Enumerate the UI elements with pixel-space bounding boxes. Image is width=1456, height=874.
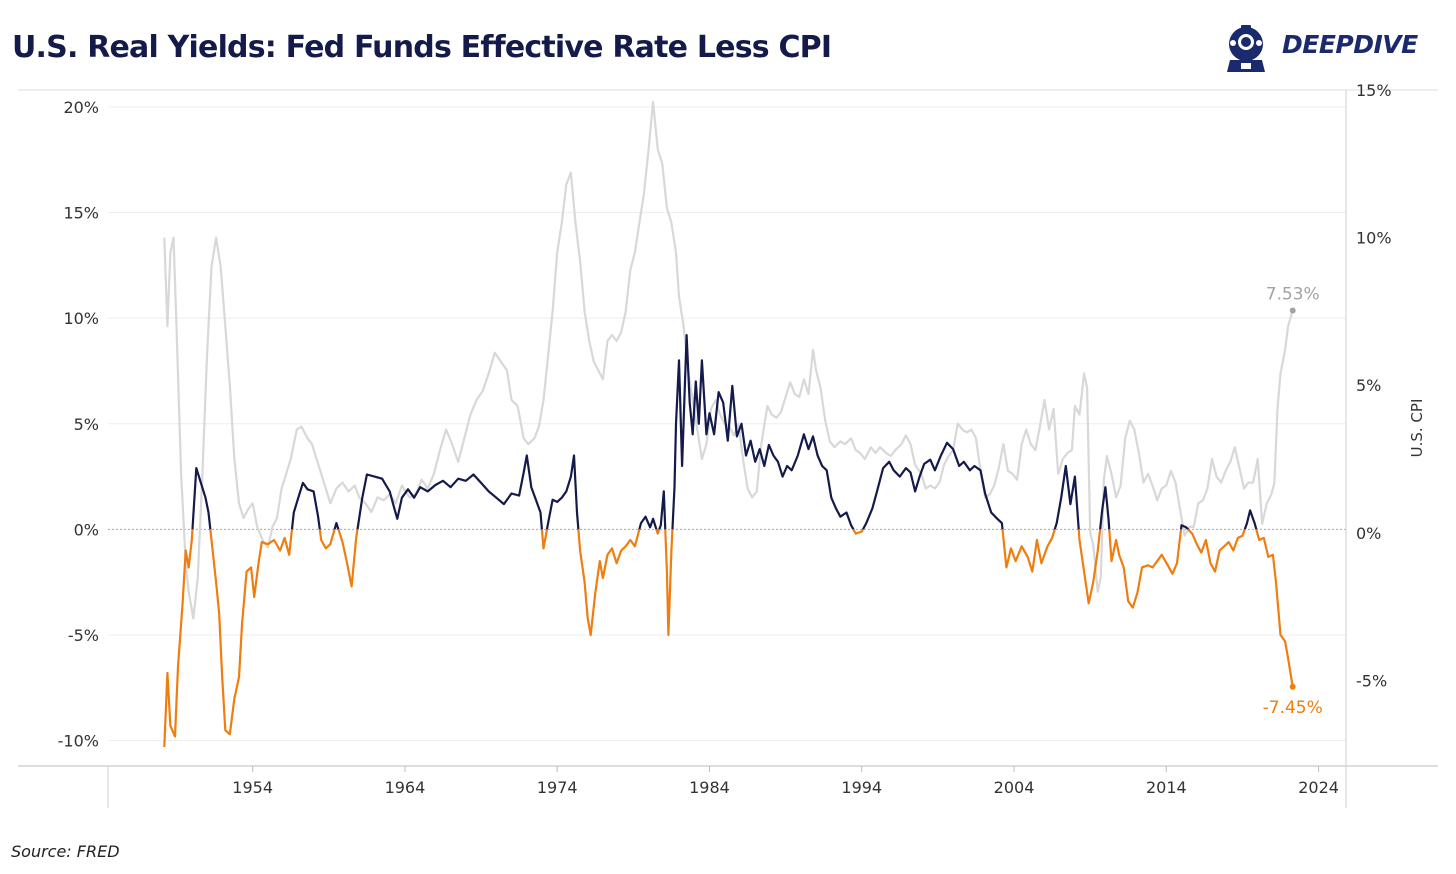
x-tick-label: 1954 xyxy=(232,778,273,797)
brand-name: DEEPDIVE xyxy=(1282,30,1418,59)
y2-tick-label: 15% xyxy=(1356,81,1392,100)
x-tick-label: 2004 xyxy=(994,778,1035,797)
y-tick-label: 0% xyxy=(74,520,99,539)
cpi-end-label: 7.53% xyxy=(1266,285,1320,305)
y-tick-label: 5% xyxy=(74,415,99,434)
y-tick-label: 15% xyxy=(63,204,99,223)
y-tick-label: 20% xyxy=(63,98,99,117)
x-tick-label: 2014 xyxy=(1146,778,1187,797)
x-tick-label: 1964 xyxy=(385,778,426,797)
y2-tick-label: 5% xyxy=(1356,376,1381,395)
y2-axis-title: U.S. CPI xyxy=(1408,399,1426,458)
x-tick-label: 1994 xyxy=(841,778,882,797)
x-tick-label: 1974 xyxy=(537,778,578,797)
source-note: Source: FRED xyxy=(11,842,120,861)
real-yield-positive-line xyxy=(191,334,1258,530)
diving-helmet-icon xyxy=(1227,25,1265,72)
y-tick-label: 10% xyxy=(63,309,99,328)
cpi-end-marker xyxy=(1289,307,1296,314)
real-yield-negative-line xyxy=(163,529,1294,748)
y-tick-label: -10% xyxy=(58,732,99,751)
real-yield-end-label: -7.45% xyxy=(1263,698,1323,718)
cpi-series-line xyxy=(163,100,1294,620)
chart-title: U.S. Real Yields: Fed Funds Effective Ra… xyxy=(12,30,832,65)
x-tick-label: 1984 xyxy=(689,778,730,797)
x-tick-label: 2024 xyxy=(1298,778,1339,797)
y2-tick-label: 0% xyxy=(1356,524,1381,543)
y-tick-label: -5% xyxy=(68,626,99,645)
real-yield-end-marker xyxy=(1289,683,1296,690)
y2-tick-label: 10% xyxy=(1356,229,1392,248)
brand-logo[interactable]: DEEPDIVE xyxy=(1222,24,1444,76)
y2-tick-label: -5% xyxy=(1356,671,1387,690)
